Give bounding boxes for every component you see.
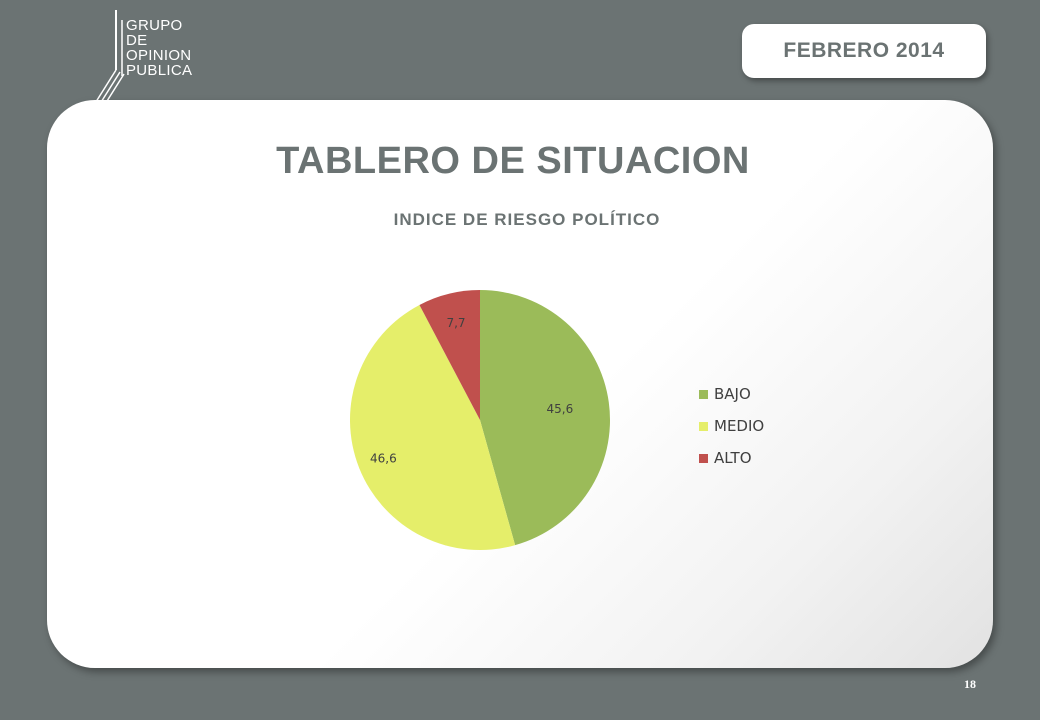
logo-line: OPINION (126, 47, 192, 64)
legend-swatch (699, 421, 708, 431)
legend-swatch (699, 389, 708, 399)
logo-line: PUBLICA (126, 62, 193, 79)
pie-slice-alto (419, 290, 480, 420)
data-label-alto: 7,7 (446, 316, 465, 330)
pie-slice-bajo (480, 290, 610, 546)
date-badge: FEBRERO 2014 (742, 24, 986, 78)
legend-label: MEDIO (714, 417, 765, 435)
legend-swatch (699, 453, 708, 463)
logo-line: GRUPO (126, 17, 183, 34)
legend-item-alto: ALTO (699, 442, 764, 474)
legend-label: BAJO (714, 385, 751, 403)
legend-label: ALTO (714, 449, 752, 467)
logo: GRUPO DE OPINION PUBLICA (86, 10, 226, 110)
page-title: TABLERO DE SITUACION (276, 140, 750, 182)
data-label-medio: 46,6 (370, 451, 397, 465)
pie-chart: 45,6 46,6 7,7 (350, 290, 610, 550)
legend-item-medio: MEDIO (699, 410, 764, 442)
pie-slice-medio (350, 304, 516, 550)
page-number: 18 (964, 677, 976, 691)
data-label-bajo: 45,6 (546, 402, 573, 416)
chart-title: INDICE DE RIESGO POLÍTICO (393, 210, 661, 229)
chart-legend: BAJO MEDIO ALTO (699, 378, 764, 474)
logo-line: DE (126, 32, 148, 49)
logo-text: GRUPO DE OPINION PUBLICA (126, 18, 192, 78)
logo-lines-icon (93, 10, 125, 110)
legend-item-bajo: BAJO (699, 378, 764, 410)
